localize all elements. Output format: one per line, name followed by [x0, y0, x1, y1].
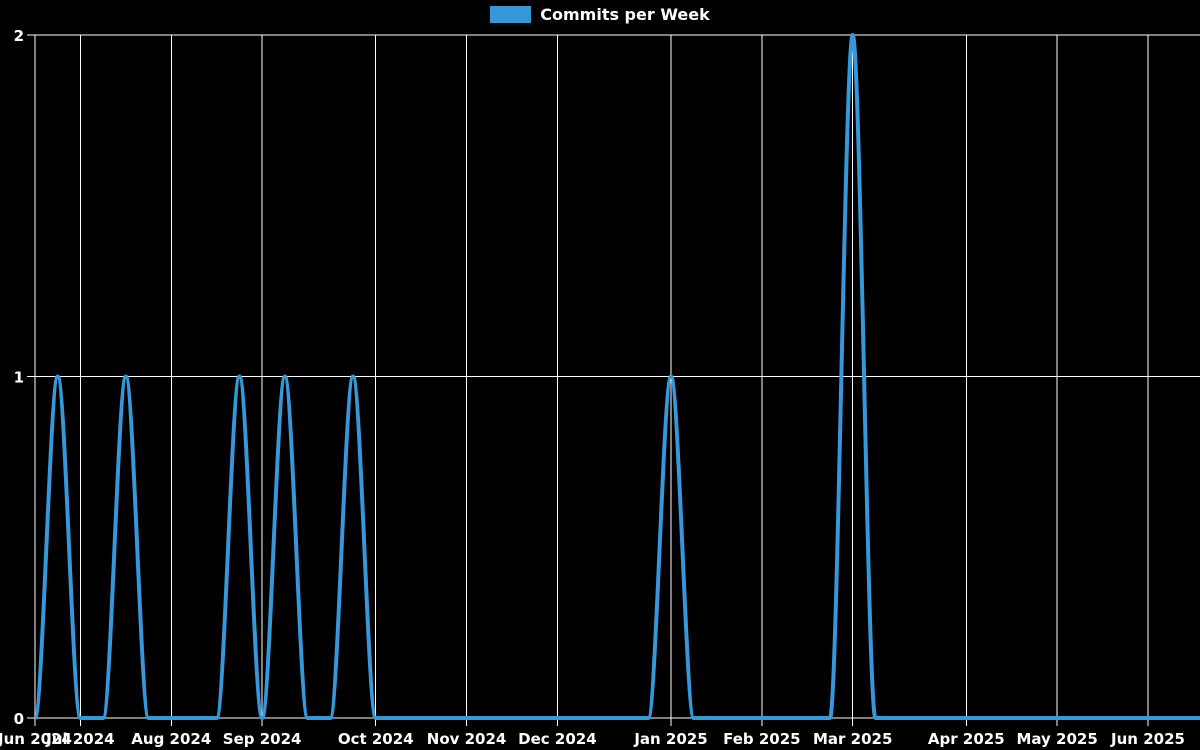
- x-axis-tick-label: Oct 2024: [338, 730, 414, 748]
- x-axis-tick-label: Jun 2025: [1110, 730, 1185, 748]
- x-axis-tick-label: Feb 2025: [723, 730, 801, 748]
- legend: Commits per Week: [0, 6, 1200, 23]
- y-axis-tick-label: 1: [14, 369, 24, 387]
- x-axis-tick-label: Apr 2025: [928, 730, 1005, 748]
- commits-series-line: [33, 33, 1200, 720]
- y-axis-tick-label: 0: [14, 710, 24, 728]
- gridlines-group: [27, 34, 1200, 726]
- y-axis-tick-label: 2: [14, 27, 24, 45]
- legend-label-commits-per-week[interactable]: Commits per Week: [540, 5, 710, 24]
- x-axis-tick-label: Jan 2025: [633, 730, 707, 748]
- x-axis-tick-label: Jun 2024: [0, 730, 72, 748]
- x-axis-tick-label: May 2025: [1016, 730, 1097, 748]
- series-group: [33, 33, 1200, 720]
- x-axis-tick-label: Jul 2024: [45, 730, 114, 748]
- x-axis-tick-label: Dec 2024: [518, 730, 597, 748]
- legend-swatch-commits-per-week[interactable]: [490, 6, 532, 23]
- x-axis-tick-label: Aug 2024: [131, 730, 211, 748]
- x-axis-tick-label: Nov 2024: [427, 730, 507, 748]
- x-axis-tick-label: Sep 2024: [223, 730, 302, 748]
- x-axis-tick-label: Mar 2025: [813, 730, 892, 748]
